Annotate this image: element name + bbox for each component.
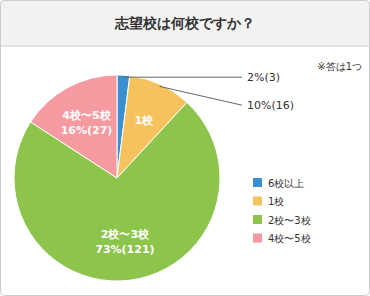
- legend-swatch: [253, 215, 262, 224]
- title: 志望校は何校ですか？: [114, 15, 255, 31]
- leader-line: [123, 77, 242, 78]
- data-label: 73%(121): [95, 243, 154, 256]
- legend: 6校以上 1校 2校〜3校 4校〜5校: [253, 178, 311, 245]
- legend-swatch: [253, 197, 262, 206]
- leader-line: [160, 86, 242, 105]
- legend-label: 1校: [268, 196, 284, 207]
- legend-label: 2校〜3校: [268, 215, 311, 226]
- legend-label: 6校以上: [268, 178, 304, 189]
- title-band: [1, 1, 370, 47]
- annotation: ※答は1つ: [317, 61, 362, 72]
- pie: [14, 75, 220, 281]
- data-label: 16%(27): [61, 124, 113, 137]
- slice: [31, 75, 117, 178]
- legend-swatch: [253, 234, 262, 243]
- chart: 志望校は何校ですか？ ※答は1つ 2%(3) 1校 10%(16) 2校〜3校 73%(12…: [0, 0, 370, 296]
- slice-category: 2校〜3校: [101, 228, 150, 241]
- legend-label: 4校〜5校: [268, 233, 311, 244]
- data-label: 10%(16): [247, 99, 294, 112]
- labels: 2%(3) 1校 10%(16) 2校〜3校 73%(121) 4校〜5校 16%(27): [61, 71, 294, 256]
- data-label: 2%(3): [247, 71, 280, 84]
- legend-swatch: [253, 178, 262, 187]
- frame: [1, 1, 370, 296]
- slice-category: 1校: [135, 114, 155, 127]
- slice-category: 4校〜5校: [62, 109, 111, 122]
